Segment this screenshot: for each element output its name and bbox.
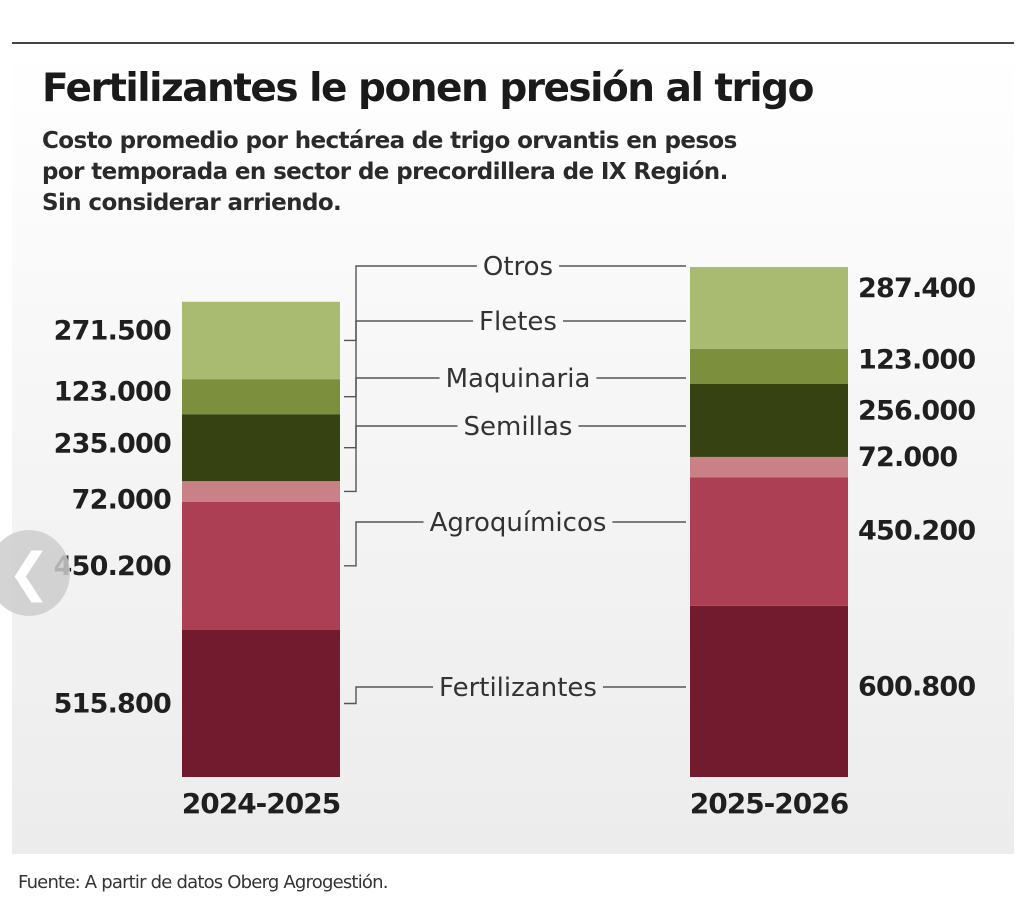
connectors-group	[344, 265, 686, 705]
top-rule	[12, 42, 1014, 44]
series-label-fertilizantes: Fertilizantes	[439, 673, 597, 703]
bar-segment-semillas-2024-2025	[182, 481, 340, 502]
bar-segment-otros-2024-2025	[182, 301, 340, 380]
category-label-2024-2025: 2024-2025	[182, 787, 340, 820]
chevron-left-icon: ❮	[7, 543, 51, 603]
value-label-maquinaria-2025-2026: 256.000	[858, 395, 975, 426]
value-label-agroquimicos-2025-2026: 450.200	[858, 516, 975, 547]
connector-left-maquinaria	[344, 377, 440, 449]
previous-slide-button[interactable]: ❮	[0, 530, 70, 616]
series-label-otros: Otros	[483, 252, 553, 282]
bar-segment-maquinaria-2025-2026	[690, 383, 848, 457]
value-label-fletes-2025-2026: 123.000	[858, 344, 975, 375]
category-label-2025-2026: 2025-2026	[690, 787, 848, 820]
value-label-fletes-2024-2025: 123.000	[54, 377, 171, 408]
bar-segment-fertilizantes-2025-2026	[690, 605, 848, 777]
value-label-semillas-2024-2025: 72.000	[72, 484, 171, 515]
value-label-maquinaria-2024-2025: 235.000	[54, 429, 171, 460]
bar-segment-agroquimicos-2025-2026	[690, 477, 848, 606]
bar-segment-otros-2025-2026	[690, 267, 848, 349]
chart-subtitle: Costo promedio por hectárea de trigo orv…	[42, 128, 737, 216]
labels-group: 515.800 600.800 450.200 450.200 72.000 72.000…	[54, 252, 977, 820]
value-label-otros-2024-2025: 271.500	[54, 315, 171, 346]
bar-segment-semillas-2025-2026	[690, 456, 848, 478]
value-label-fertilizantes-2025-2026: 600.800	[858, 671, 975, 702]
connector-left-agroquimicos	[344, 521, 424, 567]
series-label-agroquimicos: Agroquímicos	[430, 508, 607, 538]
bar-segment-fletes-2024-2025	[182, 379, 340, 415]
chart-title: Fertilizantes le ponen presión al trigo	[42, 66, 814, 111]
value-label-fertilizantes-2024-2025: 515.800	[54, 688, 171, 719]
bar-segment-fletes-2025-2026	[690, 348, 848, 384]
value-label-agroquimicos-2024-2025: 450.200	[54, 551, 171, 582]
series-label-semillas: Semillas	[464, 412, 573, 442]
bars-group	[182, 267, 848, 777]
bar-segment-agroquimicos-2024-2025	[182, 501, 340, 630]
bar-segment-fertilizantes-2024-2025	[182, 629, 340, 777]
source-note: Fuente: A partir de datos Oberg Agrogest…	[18, 872, 388, 893]
value-label-semillas-2025-2026: 72.000	[858, 442, 957, 473]
value-label-otros-2025-2026: 287.400	[858, 273, 975, 304]
connector-left-fletes	[344, 320, 474, 398]
series-label-fletes: Fletes	[479, 307, 557, 337]
connector-left-fertilizantes	[344, 686, 434, 705]
connector-left-otros	[344, 265, 477, 342]
bar-segment-maquinaria-2024-2025	[182, 414, 340, 482]
series-label-maquinaria: Maquinaria	[446, 364, 591, 394]
connector-left-semillas	[344, 425, 458, 493]
